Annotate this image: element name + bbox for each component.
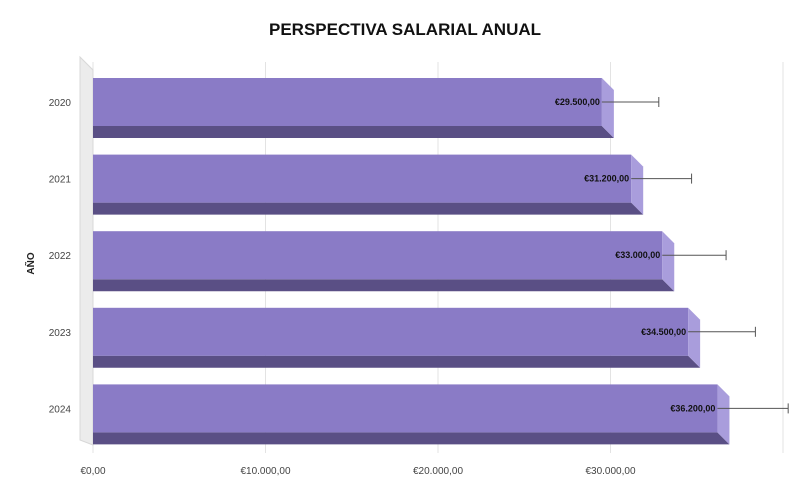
chart-title: PERSPECTIVA SALARIAL ANUAL (268, 20, 542, 39)
plot-wall (79, 55, 94, 446)
y-tick-label: 2021 (49, 175, 72, 186)
bar-bottom-face (93, 355, 701, 368)
bar-end-face (717, 384, 730, 445)
bar (93, 307, 689, 356)
bar-end-face (631, 154, 644, 215)
bar-end-face (688, 307, 701, 368)
bar-bottom-face (93, 279, 675, 292)
bar-end-face (601, 78, 614, 138)
bar-end-face (662, 231, 675, 292)
bar-bottom-face (93, 202, 644, 215)
x-tick-label: €30.000,00 (585, 466, 635, 477)
data-label: €29.500,00 (555, 97, 600, 107)
data-label: €36.200,00 (670, 403, 715, 413)
bar-bottom-face (93, 432, 730, 445)
bar (93, 384, 718, 433)
bar (93, 154, 632, 203)
y-tick-label: 2022 (49, 251, 72, 262)
x-tick-label: €20.000,00 (413, 466, 463, 477)
y-tick-label: 2020 (49, 98, 72, 109)
data-label: €31.200,00 (584, 174, 629, 184)
bar (93, 78, 602, 126)
data-label: €34.500,00 (641, 327, 686, 337)
bar-bottom-face (93, 126, 614, 138)
x-tick-label: €10.000,00 (240, 466, 290, 477)
bar (93, 231, 663, 280)
y-tick-label: 2024 (49, 404, 72, 415)
y-tick-label: 2023 (49, 328, 72, 339)
x-tick-label: €0,00 (80, 466, 105, 477)
data-label: €33.000,00 (615, 250, 660, 260)
y-axis-label: AÑO (24, 252, 37, 274)
